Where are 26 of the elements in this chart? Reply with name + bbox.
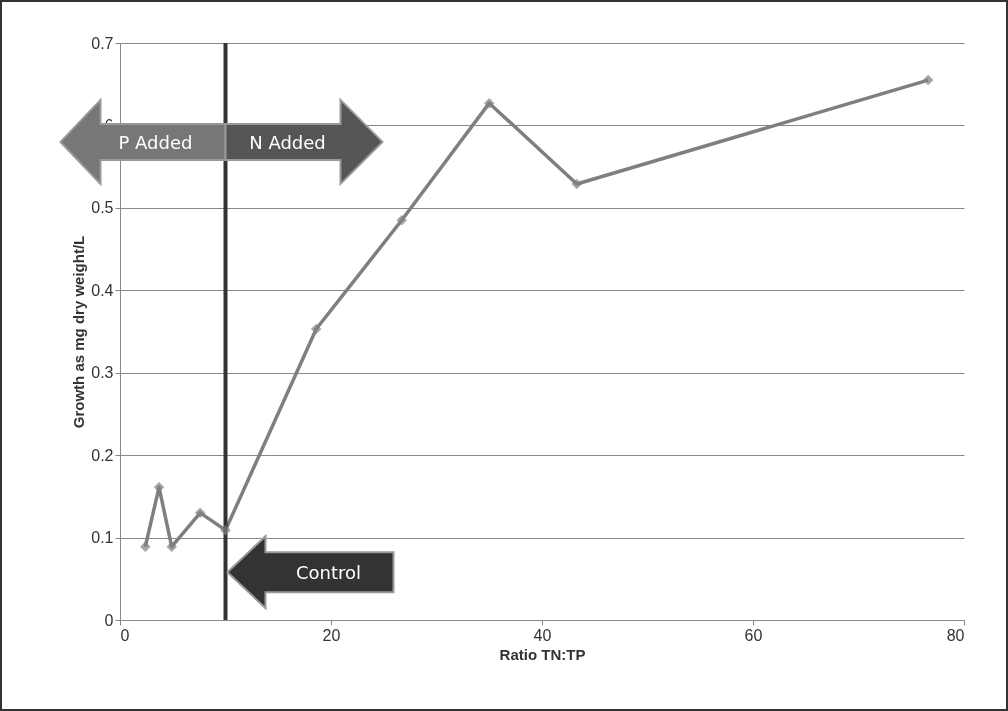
y-tick-label: 0.1 [91, 529, 114, 547]
point [140, 541, 151, 552]
y-tick-label: 0.3 [91, 364, 114, 382]
y-axis-title: Growth as mg dry weight/L [70, 235, 88, 429]
y-tick-label: 0.7 [91, 34, 114, 52]
annotation: P Added [118, 131, 193, 153]
annotation: N Added [249, 131, 326, 153]
point [922, 74, 934, 86]
point [571, 178, 583, 190]
point [166, 541, 177, 552]
point [484, 97, 495, 109]
annotation: Control [295, 562, 362, 584]
y-tick-label: 0 [104, 611, 114, 629]
x-tick-label: 0 [120, 626, 130, 644]
y-tick-label: 0.2 [91, 446, 114, 464]
x-tick-label: 40 [533, 626, 552, 644]
point [220, 524, 231, 536]
point [396, 214, 407, 226]
point [310, 323, 322, 335]
y-tick-label: 0.5 [91, 199, 114, 217]
x-tick-label: 80 [946, 626, 965, 644]
x-tick-label: 60 [744, 626, 763, 644]
x-axis-title: Ratio TN:TP [499, 645, 586, 663]
y-tick-label: 0.4 [91, 281, 114, 299]
point [194, 507, 206, 519]
x-tick-label: 20 [322, 626, 341, 644]
